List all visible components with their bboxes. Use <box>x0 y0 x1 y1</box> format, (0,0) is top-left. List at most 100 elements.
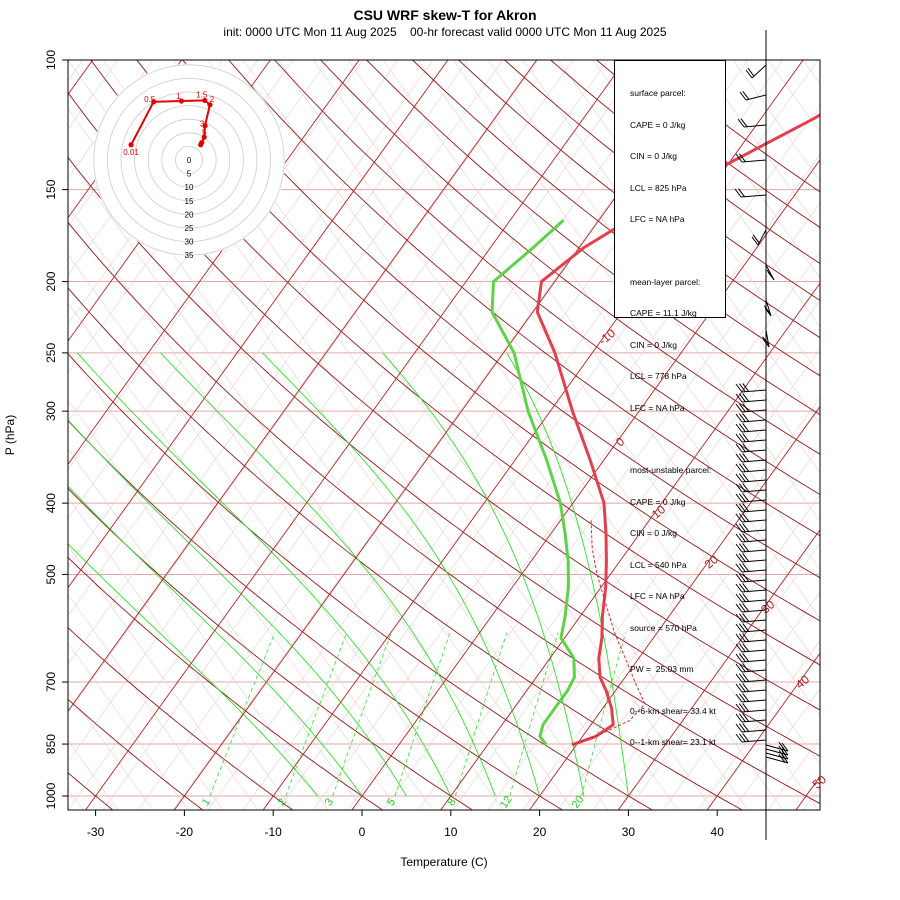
plot-frame <box>67 59 821 811</box>
wind-barb <box>735 403 767 413</box>
mixing-ratio-line <box>332 632 392 797</box>
isotherm <box>262 60 804 810</box>
hodograph-point <box>151 99 157 105</box>
hodograph-point <box>178 98 184 104</box>
info-line: mean-layer parcel: <box>630 276 701 287</box>
y-tick-label: 100 <box>44 50 58 70</box>
dry-adiabat <box>68 156 820 757</box>
x-tick-label: 30 <box>622 825 636 839</box>
hodograph-height-label: 1 <box>176 92 181 101</box>
wind-barb <box>735 723 767 733</box>
y-axis-label: P (hPa) <box>3 415 17 455</box>
chart-title: CSU WRF skew-T for Akron <box>353 7 537 23</box>
wind-barb <box>735 153 767 163</box>
wind-barb <box>739 91 767 101</box>
isotherm-label: -10 <box>596 326 619 348</box>
surface-parcel-block: surface parcel: CAPE = 0 J/kg CIN = 0 J/… <box>630 67 721 246</box>
x-tick-label: 10 <box>444 825 458 839</box>
isotherm <box>706 652 820 810</box>
hodograph-point <box>207 102 213 108</box>
diag-grid-line <box>662 591 820 810</box>
info-line: 0--1-km shear= 23.1 kt <box>630 737 716 747</box>
moist-adiabat <box>262 352 541 797</box>
mixing-ratio-label: 12 <box>498 794 515 811</box>
diag-grid-line <box>68 448 329 810</box>
info-line: LCL = 540 hPa <box>630 559 687 570</box>
wind-barb <box>735 503 767 513</box>
x-tick-label: -10 <box>265 825 283 839</box>
isotherm-label: 0 <box>613 434 627 449</box>
wind-barb <box>735 683 767 693</box>
info-line: source = 570 hPa <box>630 622 697 633</box>
hodograph-ring <box>147 118 231 202</box>
info-line: CAPE = 0 J/kg <box>630 496 686 507</box>
hodograph-ring <box>120 91 258 229</box>
x-tick-label: 20 <box>533 825 547 839</box>
hodograph-range-label: 25 <box>185 224 194 233</box>
diag-grid-line <box>417 60 820 619</box>
wind-barb <box>735 443 767 453</box>
diag-grid-line <box>277 60 819 810</box>
x-tick-label: 0 <box>359 825 366 839</box>
hodograph-range-label: 15 <box>185 197 194 206</box>
y-tick-label: 850 <box>44 734 58 754</box>
mean-layer-parcel-block: mean-layer parcel: CAPE = 11.1 J/kg CIN … <box>630 256 721 435</box>
wind-barb <box>735 523 767 533</box>
y-tick-label: 250 <box>44 343 58 363</box>
dry-adiabat <box>274 60 820 496</box>
wind-barb <box>735 423 767 433</box>
info-line: LFC = NA hPa <box>630 402 685 413</box>
wind-barb <box>735 693 767 703</box>
x-axis-label: Temperature (C) <box>400 855 487 869</box>
mixing-ratio-line <box>509 632 559 797</box>
diag-grid-line <box>452 60 820 571</box>
y-tick-label: 200 <box>44 271 58 291</box>
dry-adiabat <box>68 353 654 810</box>
wind-barb <box>735 483 767 493</box>
wind-barb <box>735 473 767 483</box>
hodograph-height-label: 2 <box>210 95 215 104</box>
hodograph-ring <box>174 145 203 174</box>
dry-adiabat <box>68 627 294 810</box>
diag-grid-line <box>68 351 399 810</box>
parcel-line <box>571 518 646 746</box>
y-tick-label: 700 <box>44 672 58 692</box>
dry-adiabat <box>136 60 820 622</box>
mixing-ratio-label: 1 <box>200 796 213 808</box>
wind-barb <box>735 733 767 743</box>
dry-adiabat <box>68 487 474 810</box>
wind-barb <box>735 613 767 623</box>
hodograph-height-label: 0.5 <box>144 95 156 104</box>
hodograph-height-label: 0.01 <box>123 148 139 157</box>
diag-grid-line <box>873 60 900 810</box>
hodograph-range-label: 10 <box>185 183 194 192</box>
x-tick-label: -30 <box>87 825 105 839</box>
wind-barb <box>734 188 767 198</box>
temperature-line <box>535 113 820 747</box>
moist-adiabat <box>382 352 585 797</box>
wind-barb <box>735 493 767 503</box>
diag-grid-line <box>697 60 820 230</box>
isotherm-label: 40 <box>793 672 812 692</box>
diag-grid-line <box>68 205 504 810</box>
info-line: LFC = NA hPa <box>630 591 685 601</box>
hodograph-range-label: 5 <box>187 170 192 179</box>
mixing-ratio-line <box>209 632 276 797</box>
wind-barb <box>735 653 767 663</box>
diag-grid-line <box>347 60 820 717</box>
mixing-ratio-line <box>285 632 348 797</box>
isotherm <box>84 60 627 810</box>
hodograph-point <box>128 142 134 148</box>
diag-grid-line <box>522 60 820 474</box>
wind-barb <box>735 433 767 443</box>
diag-grid-line <box>68 156 539 810</box>
wind-barb <box>765 264 775 281</box>
parcel-info-box: surface parcel: CAPE = 0 J/kg CIN = 0 J/… <box>614 60 726 747</box>
diag-grid-line <box>838 60 900 810</box>
isotherm <box>68 60 538 712</box>
info-line: LCL = 778 hPa <box>630 371 687 381</box>
shear-block: 0--6-km shear= 33.4 kt 0--1-km shear= 23… <box>630 685 721 769</box>
info-line: CIN = 0 J/kg <box>630 151 678 161</box>
wind-barb <box>737 118 767 128</box>
